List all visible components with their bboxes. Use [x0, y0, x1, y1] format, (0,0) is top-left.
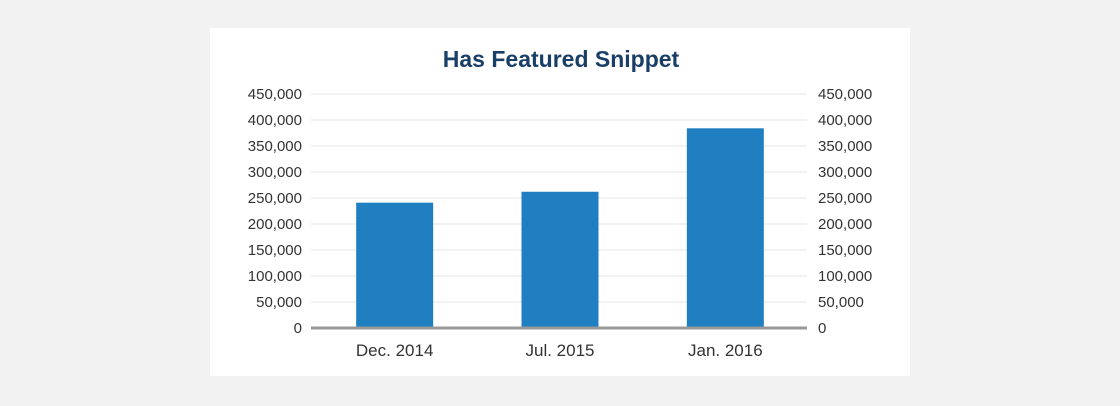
y-axis-right: 0 50,000 100,000 150,000 200,000 250,000 300,0…: [818, 86, 872, 337]
x-axis: Dec. 2014 Jul. 2015 Jan. 2016: [356, 341, 763, 360]
y-tick-label-left: 150,000: [248, 242, 302, 259]
x-tick-label: Jan. 2016: [688, 341, 763, 360]
y-tick-label-left: 300,000: [248, 164, 302, 181]
y-tick-label-left: 250,000: [248, 190, 302, 207]
y-tick-label-left: 350,000: [248, 138, 302, 155]
y-tick-label-right: 50,000: [818, 294, 864, 311]
bar: [521, 191, 599, 328]
y-tick-label-right: 350,000: [818, 138, 872, 155]
y-axis-left: 0 50,000 100,000 150,000 200,000 250,000 300,0…: [248, 86, 302, 337]
y-tick-label-left: 400,000: [248, 112, 302, 129]
y-tick-label-left: 100,000: [248, 268, 302, 285]
y-tick-label-right: 150,000: [818, 242, 872, 259]
bar: [356, 202, 434, 328]
bars: [356, 128, 764, 328]
bar: [686, 128, 764, 328]
x-tick-label: Jul. 2015: [526, 341, 595, 360]
y-tick-label-right: 300,000: [818, 164, 872, 181]
y-tick-label-left: 200,000: [248, 216, 302, 233]
y-tick-label-left: 0: [294, 320, 302, 337]
chart-card: Has Featured Snippet 0 50,000 100,000 150,0…: [210, 28, 910, 376]
y-tick-label-right: 400,000: [818, 112, 872, 129]
y-tick-label-right: 0: [818, 320, 826, 337]
y-tick-label-right: 100,000: [818, 268, 872, 285]
chart-title: Has Featured Snippet: [443, 46, 680, 72]
y-tick-label-left: 450,000: [248, 86, 302, 103]
y-tick-label-right: 200,000: [818, 216, 872, 233]
y-tick-label-left: 50,000: [256, 294, 302, 311]
bar-chart: Has Featured Snippet 0 50,000 100,000 150,0…: [248, 46, 872, 360]
y-tick-label-right: 250,000: [818, 190, 872, 207]
y-tick-label-right: 450,000: [818, 86, 872, 103]
x-tick-label: Dec. 2014: [356, 341, 434, 360]
